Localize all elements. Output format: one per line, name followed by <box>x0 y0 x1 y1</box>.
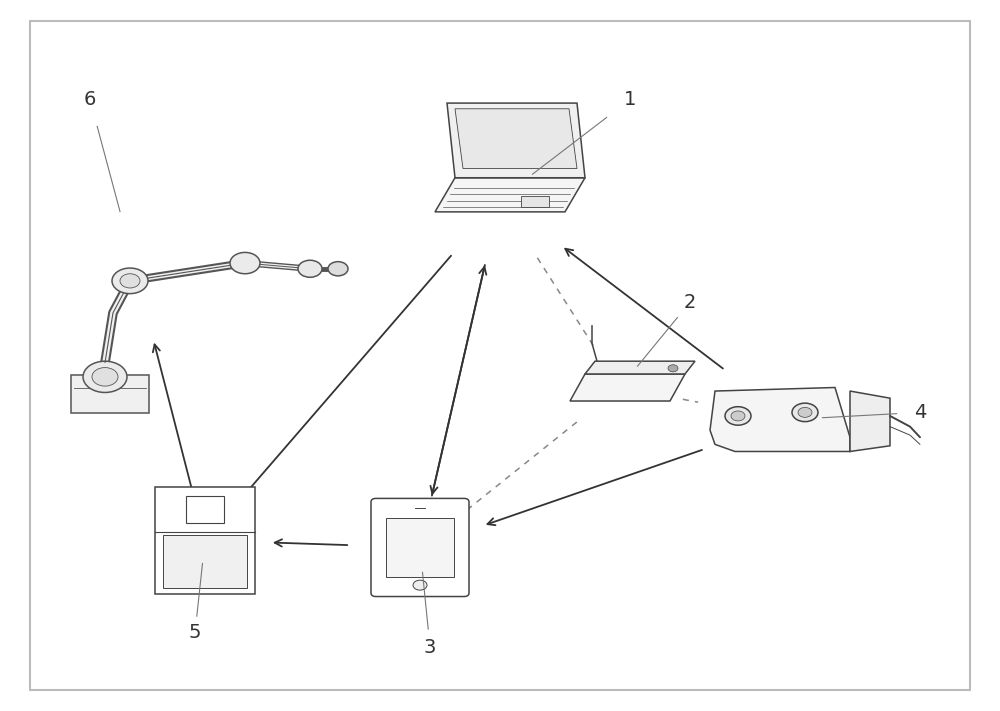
FancyBboxPatch shape <box>186 496 224 523</box>
Circle shape <box>92 368 118 386</box>
Circle shape <box>230 252 260 274</box>
FancyBboxPatch shape <box>71 375 149 413</box>
Text: 1: 1 <box>624 90 636 109</box>
FancyBboxPatch shape <box>386 518 454 577</box>
Circle shape <box>792 403 818 422</box>
Circle shape <box>112 268 148 294</box>
Circle shape <box>83 361 127 392</box>
Circle shape <box>725 407 751 425</box>
Text: 4: 4 <box>914 403 926 422</box>
Circle shape <box>798 407 812 417</box>
FancyBboxPatch shape <box>371 498 469 597</box>
Circle shape <box>120 274 140 288</box>
Circle shape <box>413 580 427 590</box>
Polygon shape <box>850 391 890 451</box>
Text: 3: 3 <box>424 638 436 656</box>
Circle shape <box>328 262 348 276</box>
FancyBboxPatch shape <box>521 196 549 207</box>
Polygon shape <box>435 178 585 212</box>
Text: 6: 6 <box>84 90 96 109</box>
Circle shape <box>731 411 745 421</box>
Text: 5: 5 <box>189 624 201 642</box>
FancyBboxPatch shape <box>163 535 247 588</box>
Text: 2: 2 <box>684 293 696 311</box>
Polygon shape <box>570 374 685 401</box>
Circle shape <box>668 365 678 372</box>
Polygon shape <box>447 103 585 178</box>
Circle shape <box>298 260 322 277</box>
Polygon shape <box>455 109 577 169</box>
Polygon shape <box>585 361 695 374</box>
Polygon shape <box>710 387 850 451</box>
FancyBboxPatch shape <box>155 487 255 594</box>
